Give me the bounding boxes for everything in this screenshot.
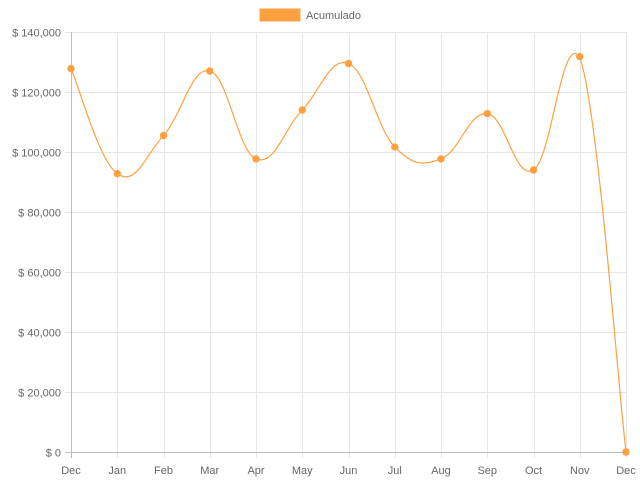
data-point[interactable]: [206, 67, 214, 75]
data-point[interactable]: [622, 448, 630, 456]
y-tick-label: $ 100,000: [12, 148, 61, 160]
data-point[interactable]: [159, 131, 168, 140]
data-point[interactable]: [67, 64, 75, 73]
x-tick-label: Mar: [200, 465, 219, 477]
y-axis-tick-labels: $ 0 $ 20,000 $ 40,000 $ 60,000 $ 80,000 $ 100…: [12, 28, 61, 460]
x-tick-label: Nov: [570, 465, 590, 477]
legend-swatch[interactable]: [259, 8, 301, 22]
x-tick-label: Jan: [108, 465, 126, 477]
legend[interactable]: Acumulado: [259, 8, 361, 22]
data-point[interactable]: [391, 143, 399, 151]
x-tick-label: Aug: [431, 465, 451, 477]
x-tick-label: Dec: [61, 465, 81, 477]
y-tick-label: $ 0: [46, 448, 61, 460]
series-line: [70, 52, 627, 453]
x-tick-label: Oct: [525, 465, 542, 477]
y-tick-label: $ 80,000: [18, 208, 61, 220]
series-layer: [67, 52, 630, 456]
data-point[interactable]: [298, 106, 306, 114]
x-axis-tick-labels: Dec Jan Feb Mar Apr May Jun Jul Aug Sep Oct Nov Dec: [61, 465, 636, 477]
x-tick-label: May: [292, 465, 313, 477]
y-tick-label: $ 40,000: [18, 328, 61, 340]
data-point[interactable]: [576, 52, 584, 61]
x-tick-label: Dec: [616, 465, 636, 477]
x-tick-label: Jul: [388, 465, 402, 477]
y-tick-label: $ 140,000: [12, 28, 61, 40]
x-tick-label: Jun: [340, 465, 358, 477]
data-point[interactable]: [344, 59, 353, 68]
data-point[interactable]: [252, 155, 260, 163]
y-tick-label: $ 120,000: [12, 88, 61, 100]
legend-label[interactable]: Acumulado: [306, 10, 361, 22]
y-tick-label: $ 20,000: [18, 388, 61, 400]
data-point[interactable]: [437, 155, 445, 163]
y-tick-label: $ 60,000: [18, 268, 61, 280]
x-tick-label: Apr: [247, 465, 264, 477]
data-point[interactable]: [113, 169, 121, 178]
x-tick-label: Sep: [477, 465, 497, 477]
axes: [65, 32, 626, 458]
data-point[interactable]: [483, 109, 491, 118]
grid-lines: [65, 32, 627, 458]
data-point[interactable]: [529, 166, 538, 174]
x-tick-label: Feb: [154, 465, 173, 477]
